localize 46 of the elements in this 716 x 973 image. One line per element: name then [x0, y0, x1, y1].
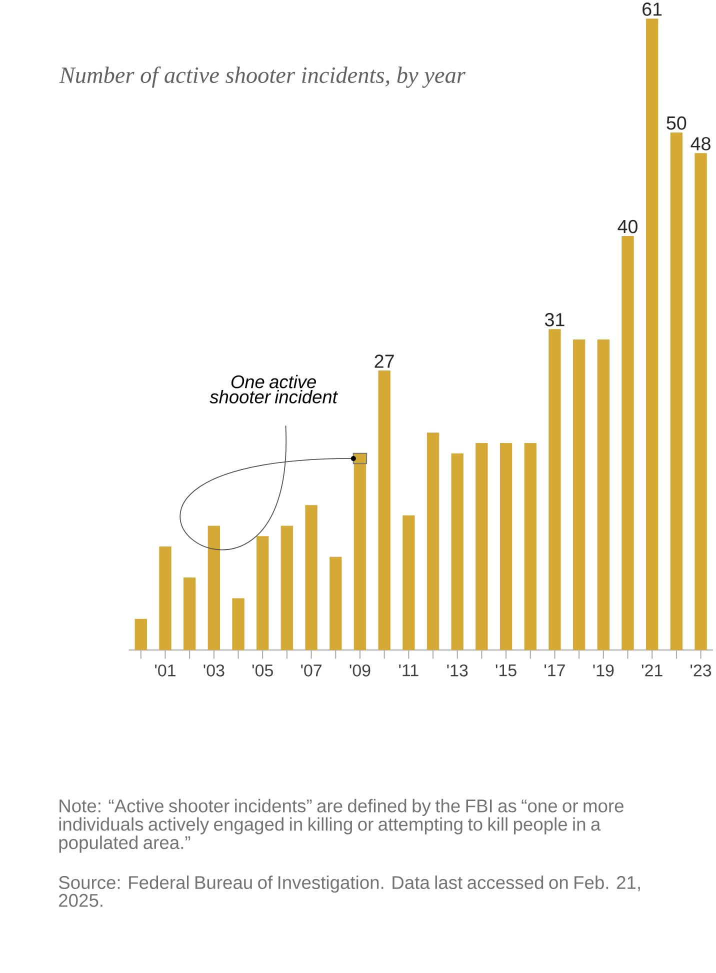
bar	[500, 442, 512, 650]
source-note: Source: Federal Bureau of Investigation. Data last accessed on Feb. 21, 2025.	[58, 876, 640, 907]
x-tick-label: '01	[155, 664, 176, 676]
x-tick-label: '19	[593, 664, 614, 676]
bar	[280, 526, 294, 650]
bar	[426, 432, 440, 650]
bar	[232, 598, 244, 650]
x-tick-label: '21	[642, 664, 662, 676]
data-label: 31	[544, 313, 564, 326]
bar	[572, 339, 586, 650]
bar	[402, 515, 415, 650]
x-tick-label: '07	[301, 664, 322, 676]
x-tick-label: '13	[447, 664, 468, 676]
bar	[305, 505, 318, 650]
bar	[670, 132, 683, 650]
text: Note: “Active shooter incidents” are defined by the FBI as “one or more individuals actively engaged in killing or attempting to kill people in a populated area.”	[59, 798, 624, 853]
bar	[330, 556, 342, 650]
data-label: 40	[618, 220, 638, 234]
data-label: 48	[690, 137, 710, 150]
bar	[208, 526, 220, 650]
bar	[548, 329, 561, 650]
bar	[378, 370, 390, 650]
bar	[646, 18, 658, 650]
bar	[354, 453, 366, 650]
bar	[476, 442, 488, 650]
bar	[622, 236, 634, 650]
bar	[524, 442, 536, 650]
bar	[183, 578, 196, 650]
x-tick-label: '09	[350, 664, 370, 676]
data-label: 50	[666, 116, 686, 130]
bar	[159, 546, 172, 650]
data-label: 61	[642, 2, 662, 16]
annotation: One active shooter incident	[210, 374, 338, 404]
bar	[597, 339, 610, 650]
x-tick-label: '17	[544, 664, 565, 676]
x-tick-label: '11	[399, 664, 418, 676]
data-label: 27	[374, 354, 394, 368]
bar	[134, 618, 147, 650]
bar	[256, 536, 269, 650]
text: Number of active shooter incidents, by year	[59, 66, 466, 88]
x-tick-label: '03	[204, 664, 224, 676]
x-tick-label: '05	[252, 664, 273, 676]
bar	[694, 153, 707, 650]
x-tick-label: '23	[690, 664, 712, 676]
x-tick-label: '15	[496, 664, 516, 676]
bar	[451, 453, 464, 650]
